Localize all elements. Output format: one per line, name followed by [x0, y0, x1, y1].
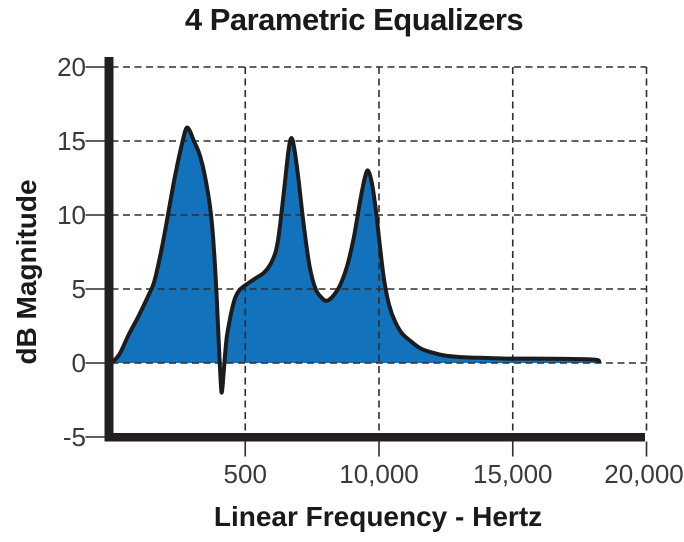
eq-response-curve — [109, 125, 602, 395]
x-axis-bar — [104, 433, 645, 442]
y-tick-label--5: -5 — [63, 422, 86, 452]
eq-response-fill — [111, 127, 600, 364]
y-axis-bar — [104, 57, 114, 442]
x-axis-label: Linear Frequency - Hertz — [213, 501, 543, 532]
tick-marks — [85, 66, 648, 457]
chart-title: 4 Parametric Equalizers — [184, 2, 524, 37]
x-tick-label-10,000: 10,000 — [339, 459, 419, 489]
axis-bars — [104, 57, 645, 442]
x-tick-label-20,000: 20,000 — [604, 459, 684, 489]
x-tick-label-500: 500 — [224, 459, 267, 489]
y-tick-label-5: 5 — [72, 274, 86, 304]
y-tick-label-10: 10 — [57, 200, 86, 230]
y-tick-label-15: 15 — [57, 126, 86, 156]
y-tick-label-0: 0 — [72, 348, 86, 378]
tick-labels: 20 15 10 5 0 -5 500 10,000 15,000 20,000 — [57, 52, 684, 489]
y-tick-label-20: 20 — [57, 52, 86, 82]
x-tick-label-15,000: 15,000 — [473, 459, 553, 489]
gridlines — [111, 66, 648, 434]
